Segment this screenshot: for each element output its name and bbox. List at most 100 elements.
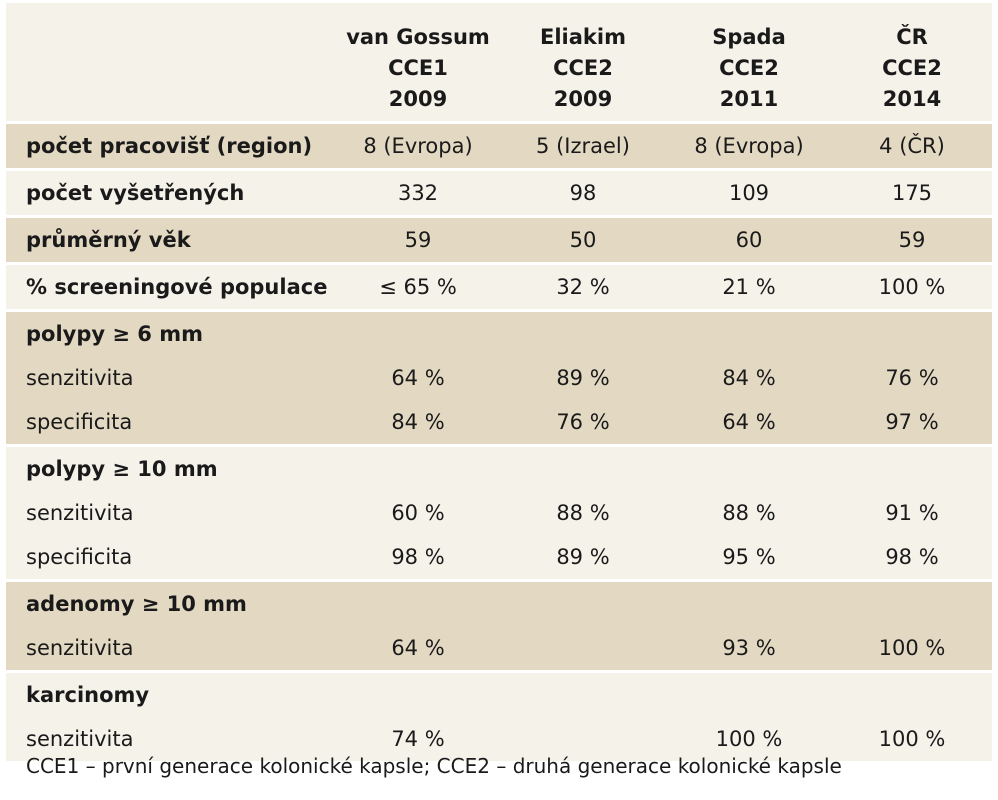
cell: 100 % (832, 717, 992, 761)
row-label: specificita (6, 400, 336, 444)
cell (500, 717, 666, 761)
cell: 100 % (832, 626, 992, 670)
row-polyps6-specificity: specificita 84 % 76 % 64 % 97 % (6, 400, 992, 444)
header-capsule: CCE2 (719, 56, 779, 80)
cell: 84 % (666, 356, 832, 400)
row-label: počet vyšetřených (6, 168, 336, 215)
header-author: Eliakim (540, 25, 626, 49)
row-label: senzitivita (6, 356, 336, 400)
row-polyps10-specificity: specificita 98 % 89 % 95 % 98 % (6, 535, 992, 579)
cell: 8 (Evropa) (666, 121, 832, 168)
cell: 50 (500, 215, 666, 262)
cell (666, 444, 832, 491)
cell: 332 (336, 168, 500, 215)
cell (832, 309, 992, 356)
cell: 98 % (832, 535, 992, 579)
row-age: průměrný věk 59 50 60 59 (6, 215, 992, 262)
header-cr: ČR CCE2 2014 (832, 3, 992, 121)
row-label: % screeningové populace (6, 262, 336, 309)
comparison-table: van Gossum CCE1 2009 Eliakim CCE2 2009 S… (6, 3, 992, 761)
header-year: 2011 (719, 87, 779, 111)
comparison-table-container: van Gossum CCE1 2009 Eliakim CCE2 2009 S… (6, 3, 992, 761)
cell (666, 670, 832, 717)
cell: 32 % (500, 262, 666, 309)
cell: 100 % (666, 717, 832, 761)
cell: 60 % (336, 491, 500, 535)
cell: ≤ 65 % (336, 262, 500, 309)
cell: 60 (666, 215, 832, 262)
cell: 21 % (666, 262, 832, 309)
cell (500, 626, 666, 670)
cell: 109 (666, 168, 832, 215)
group-label: polypy ≥ 10 mm (6, 444, 336, 491)
header-author: Spada (712, 25, 786, 49)
row-label: průměrný věk (6, 215, 336, 262)
cell (666, 579, 832, 626)
header-spada: Spada CCE2 2011 (666, 3, 832, 121)
cell: 88 % (666, 491, 832, 535)
cell: 88 % (500, 491, 666, 535)
cell (666, 309, 832, 356)
cell: 89 % (500, 535, 666, 579)
header-eliakim: Eliakim CCE2 2009 (500, 3, 666, 121)
cell: 76 % (832, 356, 992, 400)
cell: 175 (832, 168, 992, 215)
cell: 64 % (666, 400, 832, 444)
cell: 97 % (832, 400, 992, 444)
row-polyps10-sensitivity: senzitivita 60 % 88 % 88 % 91 % (6, 491, 992, 535)
cell (832, 579, 992, 626)
group-polyps10-heading: polypy ≥ 10 mm (6, 444, 992, 491)
cell: 5 (Izrael) (500, 121, 666, 168)
group-adenoma10-heading: adenomy ≥ 10 mm (6, 579, 992, 626)
cell (500, 670, 666, 717)
group-label: karcinomy (6, 670, 336, 717)
header-year: 2009 (553, 87, 613, 111)
cell: 59 (336, 215, 500, 262)
cell (500, 444, 666, 491)
cell (500, 309, 666, 356)
cell: 74 % (336, 717, 500, 761)
row-label: senzitivita (6, 717, 336, 761)
header-author: ČR (896, 25, 928, 49)
cell (832, 670, 992, 717)
row-sites: počet pracovišť (region) 8 (Evropa) 5 (I… (6, 121, 992, 168)
cell (336, 309, 500, 356)
cell: 4 (ČR) (832, 121, 992, 168)
row-adenoma10-sensitivity: senzitivita 64 % 93 % 100 % (6, 626, 992, 670)
header-capsule: CCE2 (553, 56, 613, 80)
cell: 76 % (500, 400, 666, 444)
group-label: polypy ≥ 6 mm (6, 309, 336, 356)
header-author: van Gossum (346, 25, 490, 49)
cell (832, 444, 992, 491)
row-carcinoma-sensitivity: senzitivita 74 % 100 % 100 % (6, 717, 992, 761)
header-capsule: CCE1 (388, 56, 448, 80)
header-van-gossum: van Gossum CCE1 2009 (336, 3, 500, 121)
header-empty-cell (6, 3, 336, 121)
row-label: počet pracovišť (region) (6, 121, 336, 168)
cell: 89 % (500, 356, 666, 400)
cell: 59 (832, 215, 992, 262)
cell: 98 (500, 168, 666, 215)
group-label: adenomy ≥ 10 mm (6, 579, 336, 626)
cell (336, 670, 500, 717)
cell: 98 % (336, 535, 500, 579)
cell: 95 % (666, 535, 832, 579)
row-screening: % screeningové populace ≤ 65 % 32 % 21 %… (6, 262, 992, 309)
group-polyps6-heading: polypy ≥ 6 mm (6, 309, 992, 356)
cell: 93 % (666, 626, 832, 670)
row-label: senzitivita (6, 491, 336, 535)
header-year: 2009 (388, 87, 448, 111)
group-carcinoma-heading: karcinomy (6, 670, 992, 717)
cell (500, 579, 666, 626)
row-label: specificita (6, 535, 336, 579)
row-polyps6-sensitivity: senzitivita 64 % 89 % 84 % 76 % (6, 356, 992, 400)
cell: 84 % (336, 400, 500, 444)
cell: 64 % (336, 626, 500, 670)
header-row: van Gossum CCE1 2009 Eliakim CCE2 2009 S… (6, 3, 992, 121)
header-year: 2014 (882, 87, 942, 111)
row-label: senzitivita (6, 626, 336, 670)
cell: 8 (Evropa) (336, 121, 500, 168)
cell (336, 444, 500, 491)
cell (336, 579, 500, 626)
cell: 64 % (336, 356, 500, 400)
